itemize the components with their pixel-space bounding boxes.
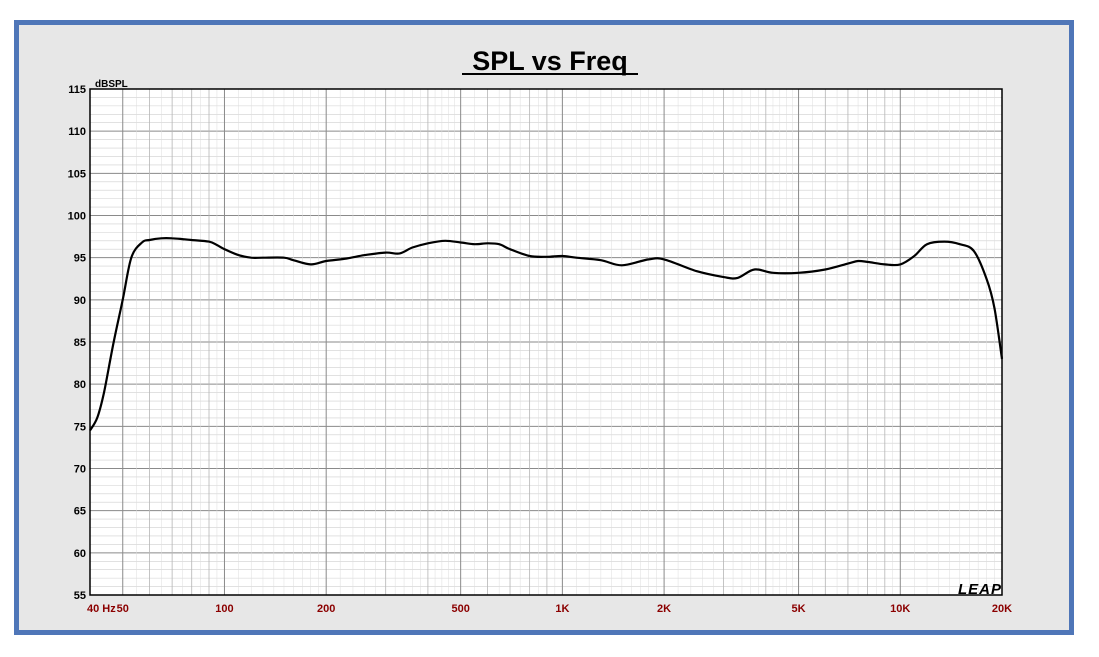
y-tick-label: 100 [68,211,86,223]
y-tick-label: 75 [74,421,86,433]
y-tick-label: 60 [74,548,86,560]
x-tick-label: 500 [451,603,469,615]
y-tick-label: 105 [68,168,86,180]
y-tick-label: 110 [68,126,86,138]
y-tick-label: 65 [74,506,86,518]
y-tick-label: 55 [74,590,86,602]
chart-frame: 55 60 65 70 75 80 85 90 95 100 105 110 115 40 Hz 50 100… [14,20,1074,635]
y-tick-label: 85 [74,337,86,349]
y-tick-label: 80 [74,379,86,391]
x-tick-label: 100 [215,603,233,615]
y-tick-label: 70 [74,464,86,476]
leap-logo: LEAP [958,581,1002,598]
y-tick-label: 115 [68,84,86,96]
y-tick-label: 95 [74,253,86,265]
x-tick-label: 1K [555,603,569,615]
x-tick-label: 200 [317,603,335,615]
x-tick-label: 50 [117,603,129,615]
x-tick-label: 20K [992,603,1012,615]
x-tick-label: 10K [890,603,910,615]
y-axis-unit-label: dBSPL [95,79,128,90]
plot-border [89,88,1003,596]
x-tick-label: 40 Hz [87,603,116,615]
chart-svg: 55 60 65 70 75 80 85 90 95 100 105 110 115 40 Hz 50 100… [68,46,1013,615]
spl-response-line [89,237,1004,432]
chart-title: SPL vs Freq [472,46,628,76]
x-tick-label: 2K [657,603,671,615]
y-tick-label: 90 [74,295,86,307]
x-tick-label: 5K [792,603,806,615]
